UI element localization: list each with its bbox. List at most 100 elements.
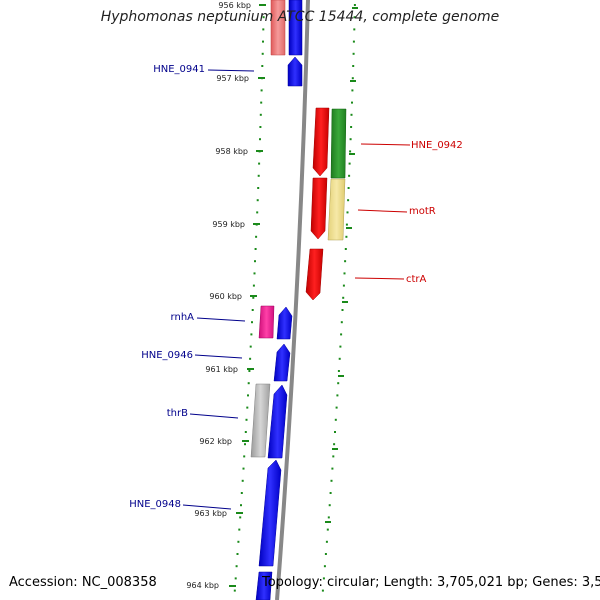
topology-text: Topology: circular; Length: 3,705,021 bp… xyxy=(262,575,600,590)
scale-dot xyxy=(259,126,262,128)
scale-dot xyxy=(351,89,354,92)
scale-dot xyxy=(333,443,336,446)
scale-dot xyxy=(332,455,335,458)
scale-dot xyxy=(235,565,238,568)
gene-red-0942[interactable] xyxy=(312,107,330,177)
gene-blue-0941[interactable] xyxy=(287,56,303,87)
scale-dot xyxy=(253,272,256,275)
gene-label-motR[interactable]: motR xyxy=(409,206,436,217)
scale-dot xyxy=(349,138,352,141)
scale-dot xyxy=(344,248,347,250)
gene-blue-thrB-pair[interactable] xyxy=(267,384,288,459)
gene-blue-bottom[interactable] xyxy=(255,571,273,600)
scale-dot xyxy=(240,492,243,494)
scale-dot xyxy=(334,431,336,433)
scale-dot xyxy=(336,394,339,397)
scale-dot xyxy=(247,382,250,385)
scale-dot xyxy=(334,418,337,421)
tick-label: 957 kbp xyxy=(216,74,249,83)
scale-dot xyxy=(252,284,255,287)
scale-dot xyxy=(349,150,352,153)
scale-dot xyxy=(351,77,354,80)
scale-dot xyxy=(258,162,261,165)
scale-dot xyxy=(236,553,239,555)
scale-dot xyxy=(347,187,350,189)
scale-dot xyxy=(342,296,345,299)
gene-pink-top[interactable] xyxy=(270,0,286,56)
scale-dot xyxy=(257,187,260,189)
scale-dot xyxy=(335,406,338,409)
scale-dot xyxy=(321,589,324,592)
scale-dot xyxy=(241,479,244,482)
scale-dot xyxy=(327,516,330,519)
scale-dot xyxy=(337,382,340,385)
inner-genes xyxy=(250,0,303,600)
scale-dot xyxy=(352,40,355,43)
scale-dot xyxy=(350,126,353,128)
scale-dot xyxy=(323,565,326,568)
label-leaders xyxy=(182,69,411,510)
scale-dot xyxy=(260,89,263,92)
scale-dot xyxy=(238,528,241,531)
genome-title: Hyphomonas neptunium ATCC 15444, complet… xyxy=(100,9,500,25)
scale-dot xyxy=(340,333,343,336)
scale-dot xyxy=(346,211,349,214)
scale-dot xyxy=(242,467,245,470)
gene-rnhA[interactable] xyxy=(258,305,275,339)
gene-label-HNE_0942[interactable]: HNE_0942 xyxy=(411,140,463,151)
scale-dot xyxy=(352,65,355,67)
scale-dot xyxy=(248,370,251,372)
scale-dot xyxy=(353,16,356,19)
scale-dot xyxy=(246,406,249,409)
gene-blue-rnhA-pair[interactable] xyxy=(276,306,293,340)
scale-dot xyxy=(262,16,265,19)
scale-dot xyxy=(244,431,247,433)
tick-label: 964 kbp xyxy=(186,581,219,590)
tick-label: 956 kbp xyxy=(218,1,251,10)
tick-label: 961 kbp xyxy=(205,365,238,374)
gene-label-ctrA[interactable]: ctrA xyxy=(406,274,427,285)
gene-red-ctrA[interactable] xyxy=(305,248,324,301)
gene-label-HNE_0948[interactable]: HNE_0948 xyxy=(129,499,181,510)
scale-dot xyxy=(234,577,237,580)
gene-label-thrB[interactable]: thrB xyxy=(167,408,188,419)
gene-label-HNE_0946[interactable]: HNE_0946 xyxy=(141,350,193,361)
scale-dot xyxy=(252,296,255,299)
gene-HNE_0946[interactable] xyxy=(273,343,291,382)
accession-text: Accession: NC_008358 xyxy=(9,575,157,590)
scale-dot xyxy=(244,443,246,446)
outer-genes xyxy=(305,107,347,301)
scale-dot xyxy=(251,309,254,311)
gene-green-0942[interactable] xyxy=(330,108,347,179)
inner-scale-ring xyxy=(233,4,265,592)
scale-dot xyxy=(254,248,257,250)
scale-dot xyxy=(345,235,348,238)
scale-dot xyxy=(254,260,256,263)
outer-scale-ring xyxy=(321,4,356,592)
scale-dot xyxy=(261,65,264,67)
gene-thrB[interactable] xyxy=(250,383,271,458)
scale-dot xyxy=(342,284,345,287)
scale-dot xyxy=(257,174,260,177)
scale-dot xyxy=(352,52,355,55)
gene-blue-top[interactable] xyxy=(288,0,303,56)
gene-label-HNE_0941[interactable]: HNE_0941 xyxy=(153,64,205,75)
gene-HNE_0948[interactable] xyxy=(258,459,282,567)
scale-dot xyxy=(340,321,343,324)
scale-dot xyxy=(259,113,262,116)
scale-dot xyxy=(353,4,356,6)
scale-dot xyxy=(261,52,264,55)
tick-label: 959 kbp xyxy=(212,220,245,229)
gene-yellow-motR[interactable] xyxy=(327,178,346,241)
scale-dot xyxy=(256,211,259,214)
scale-dot xyxy=(249,357,252,360)
scale-dot xyxy=(322,577,325,580)
tick-label: 963 kbp xyxy=(194,509,227,518)
scale-dot xyxy=(325,540,328,543)
gene-label-rnhA[interactable]: rnhA xyxy=(171,312,195,323)
tick-label: 962 kbp xyxy=(199,437,232,446)
scale-dot xyxy=(259,138,261,141)
gene-red-motR[interactable] xyxy=(310,177,328,240)
scale-dot xyxy=(348,174,351,177)
